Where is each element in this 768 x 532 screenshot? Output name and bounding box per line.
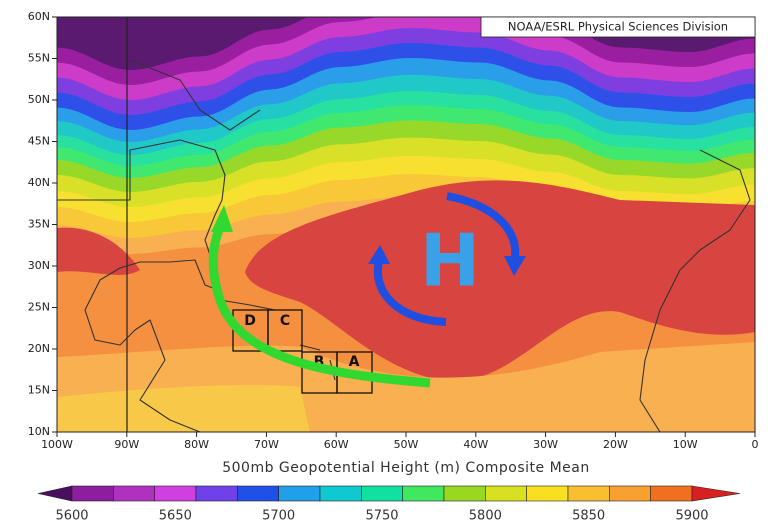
- band: [57, 385, 310, 432]
- lon-label: 30W: [533, 438, 558, 451]
- flow-arrow: [446, 192, 520, 259]
- lon-label: 90W: [114, 438, 139, 451]
- lon-label: 20W: [603, 438, 628, 451]
- colorbar-cell: [278, 485, 321, 502]
- coastline: [639, 149, 751, 432]
- colorbar-cell: [567, 485, 610, 502]
- colorbar-label: 5900: [675, 509, 708, 524]
- lat-label: 25N: [28, 301, 50, 314]
- lon-label: 100W: [41, 438, 73, 451]
- flow-arrow: [373, 261, 447, 326]
- colorbar-cell: [691, 485, 741, 502]
- lon-label: 50W: [394, 438, 419, 451]
- coastline: [129, 59, 261, 131]
- arrow-head: [504, 256, 526, 276]
- coastline: [57, 139, 226, 432]
- lon-label: 80W: [184, 438, 209, 451]
- colorbar-cell: [237, 485, 279, 502]
- lat-label: 40N: [28, 176, 50, 189]
- region-box: [267, 309, 303, 352]
- credit-box: [480, 16, 756, 38]
- arrow-head: [368, 245, 390, 264]
- lat-label: 45N: [28, 135, 50, 148]
- colorbar-cell: [195, 485, 238, 502]
- lat-label: 15N: [28, 384, 50, 397]
- colorbar-cell: [526, 485, 569, 502]
- high-label: H: [420, 219, 480, 303]
- box-label: A: [349, 354, 360, 370]
- box-label: B: [314, 354, 325, 370]
- map-overlay: D C B A H: [57, 17, 755, 432]
- colorbar-label: 5600: [55, 509, 88, 524]
- colorbar-cell: [154, 485, 197, 502]
- lon-label: 70W: [254, 438, 279, 451]
- high-region: [245, 180, 755, 382]
- lat-label: 55N: [28, 52, 50, 65]
- colorbar: 5600 5650 5700 5750 5800 5850 5900: [37, 485, 741, 524]
- lon-label: 40W: [463, 438, 488, 451]
- box-label: D: [244, 313, 256, 329]
- lat-label: 35N: [28, 218, 50, 231]
- colorbar-label: 5850: [572, 509, 605, 524]
- colorbar-label: 5750: [365, 509, 398, 524]
- high-region: [57, 227, 140, 275]
- lat-label: 60N: [28, 10, 50, 23]
- colorbar-cell: [71, 485, 114, 502]
- colorbar-cell: [485, 485, 527, 502]
- track-arrow: [208, 220, 431, 388]
- colorbar-cell: [650, 485, 693, 502]
- lat-label: 20N: [28, 342, 50, 355]
- credit: NOAA/ESRL Physical Sciences Division: [508, 20, 728, 34]
- colorbar-label: 5700: [262, 509, 295, 524]
- lon-label: 60W: [324, 438, 349, 451]
- colorbar-label: 5800: [469, 509, 502, 524]
- colorbar-cell: [609, 485, 651, 502]
- colorbar-cell: [113, 485, 155, 502]
- colorbar-cell: [402, 485, 445, 502]
- colorbar-cell: [319, 485, 362, 502]
- colorbar-label: 5650: [159, 509, 192, 524]
- colorbar-cell: [361, 485, 403, 502]
- lon-label: 0: [752, 438, 759, 451]
- lat-label: 50N: [28, 93, 50, 106]
- box-label: C: [280, 313, 290, 329]
- lon-label: 10W: [673, 438, 698, 451]
- lat-label: 30N: [28, 259, 50, 272]
- colorbar-cell: [37, 485, 73, 502]
- map-title: 500mb Geopotential Height (m) Composite …: [222, 460, 590, 476]
- arrow-head: [211, 205, 233, 232]
- colorbar-cell: [443, 485, 486, 502]
- lat-label: 10N: [28, 425, 50, 438]
